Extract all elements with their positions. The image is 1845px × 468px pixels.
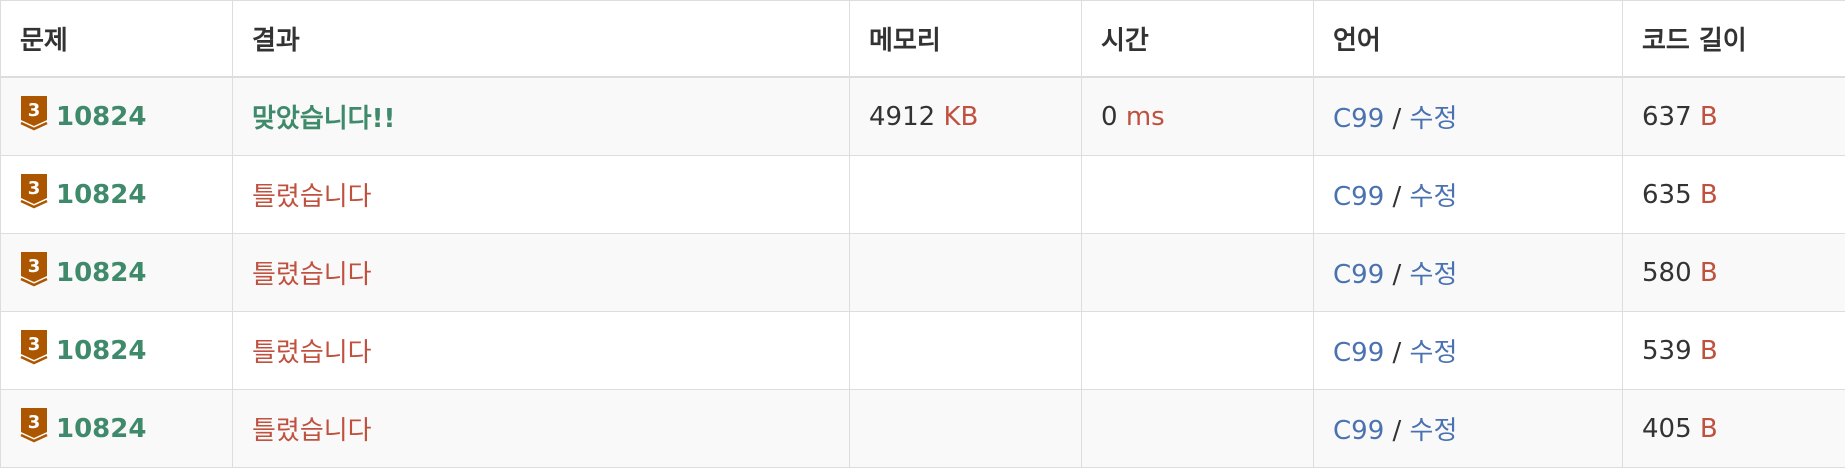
code-length-value: 405 — [1642, 413, 1692, 444]
result-cell: 틀렸습니다 — [232, 311, 850, 390]
code-length-value: 637 — [1642, 101, 1692, 132]
separator: / — [1392, 104, 1402, 134]
code-length-unit: B — [1699, 257, 1718, 288]
bronze-tier-icon: 3 — [20, 329, 48, 372]
code-length-value: 635 — [1642, 179, 1692, 210]
problem-link[interactable]: 10824 — [56, 258, 147, 288]
result-cell: 틀렸습니다 — [232, 389, 850, 468]
edit-link[interactable]: 수정 — [1409, 104, 1458, 134]
language-cell: C99 / 수정 — [1313, 233, 1623, 312]
code-length-value: 580 — [1642, 257, 1692, 288]
result-wrong: 틀렸습니다 — [252, 260, 372, 290]
time-value: 0 — [1101, 101, 1118, 132]
code-length-unit: B — [1699, 413, 1718, 444]
result-cell: 맞았습니다!! — [232, 76, 850, 156]
problem-cell: 3 10824 — [0, 233, 233, 312]
memory-cell — [849, 389, 1082, 468]
header-memory: 메모리 — [849, 0, 1082, 78]
problem-cell: 3 10824 — [0, 311, 233, 390]
language-link[interactable]: C99 — [1333, 182, 1385, 212]
problem-link[interactable]: 10824 — [56, 414, 147, 444]
separator: / — [1392, 260, 1402, 290]
table-row: 3 10824 틀렸습니다 C99 / 수정 580 B — [0, 233, 1845, 312]
memory-cell: 4912 KB — [849, 76, 1082, 156]
language-link[interactable]: C99 — [1333, 338, 1385, 368]
result-wrong: 틀렸습니다 — [252, 416, 372, 446]
result-cell: 틀렸습니다 — [232, 233, 850, 312]
language-cell: C99 / 수정 — [1313, 76, 1623, 156]
problem-link[interactable]: 10824 — [56, 102, 147, 132]
memory-cell — [849, 155, 1082, 234]
code-length-cell: 635 B — [1622, 155, 1845, 234]
header-language: 언어 — [1313, 0, 1623, 78]
problem-link[interactable]: 10824 — [56, 180, 147, 210]
problem-cell: 3 10824 — [0, 389, 233, 468]
svg-text:3: 3 — [28, 334, 41, 355]
problem-cell: 3 10824 — [0, 155, 233, 234]
table-row: 3 10824 맞았습니다!! 4912 KB 0 ms C99 / 수정 63… — [0, 76, 1845, 156]
separator: / — [1392, 416, 1402, 446]
language-link[interactable]: C99 — [1333, 260, 1385, 290]
edit-link[interactable]: 수정 — [1409, 260, 1458, 290]
language-cell: C99 / 수정 — [1313, 389, 1623, 468]
memory-cell — [849, 233, 1082, 312]
svg-text:3: 3 — [28, 100, 41, 121]
time-cell — [1081, 155, 1314, 234]
time-cell — [1081, 233, 1314, 312]
result-cell: 틀렸습니다 — [232, 155, 850, 234]
language-cell: C99 / 수정 — [1313, 311, 1623, 390]
time-cell — [1081, 311, 1314, 390]
result-accepted: 맞았습니다!! — [252, 104, 396, 134]
separator: / — [1392, 338, 1402, 368]
code-length-unit: B — [1699, 335, 1718, 366]
bronze-tier-icon: 3 — [20, 251, 48, 294]
language-link[interactable]: C99 — [1333, 104, 1385, 134]
table-row: 3 10824 틀렸습니다 C99 / 수정 405 B — [0, 389, 1845, 468]
bronze-tier-icon: 3 — [20, 173, 48, 216]
table-row: 3 10824 틀렸습니다 C99 / 수정 539 B — [0, 311, 1845, 390]
code-length-cell: 637 B — [1622, 76, 1845, 156]
code-length-value: 539 — [1642, 335, 1692, 366]
svg-text:3: 3 — [28, 412, 41, 433]
separator: / — [1392, 182, 1402, 212]
bronze-tier-icon: 3 — [20, 95, 48, 138]
memory-unit: KB — [943, 101, 979, 132]
language-cell: C99 / 수정 — [1313, 155, 1623, 234]
result-wrong: 틀렸습니다 — [252, 338, 372, 368]
header-row: 문제 결과 메모리 시간 언어 코드 길이 — [0, 0, 1845, 78]
table-row: 3 10824 틀렸습니다 C99 / 수정 635 B — [0, 155, 1845, 234]
edit-link[interactable]: 수정 — [1409, 338, 1458, 368]
code-length-cell: 405 B — [1622, 389, 1845, 468]
svg-text:3: 3 — [28, 256, 41, 277]
edit-link[interactable]: 수정 — [1409, 182, 1458, 212]
header-result: 결과 — [232, 0, 850, 78]
edit-link[interactable]: 수정 — [1409, 416, 1458, 446]
memory-cell — [849, 311, 1082, 390]
code-length-unit: B — [1699, 179, 1718, 210]
svg-text:3: 3 — [28, 178, 41, 199]
bronze-tier-icon: 3 — [20, 407, 48, 450]
problem-link[interactable]: 10824 — [56, 336, 147, 366]
result-wrong: 틀렸습니다 — [252, 182, 372, 212]
header-time: 시간 — [1081, 0, 1314, 78]
time-unit: ms — [1125, 101, 1165, 132]
time-cell — [1081, 389, 1314, 468]
header-problem: 문제 — [0, 0, 233, 78]
time-cell: 0 ms — [1081, 76, 1314, 156]
header-code-length: 코드 길이 — [1622, 0, 1845, 78]
memory-value: 4912 — [869, 101, 936, 132]
problem-cell: 3 10824 — [0, 76, 233, 156]
code-length-unit: B — [1699, 101, 1718, 132]
code-length-cell: 580 B — [1622, 233, 1845, 312]
language-link[interactable]: C99 — [1333, 416, 1385, 446]
code-length-cell: 539 B — [1622, 311, 1845, 390]
